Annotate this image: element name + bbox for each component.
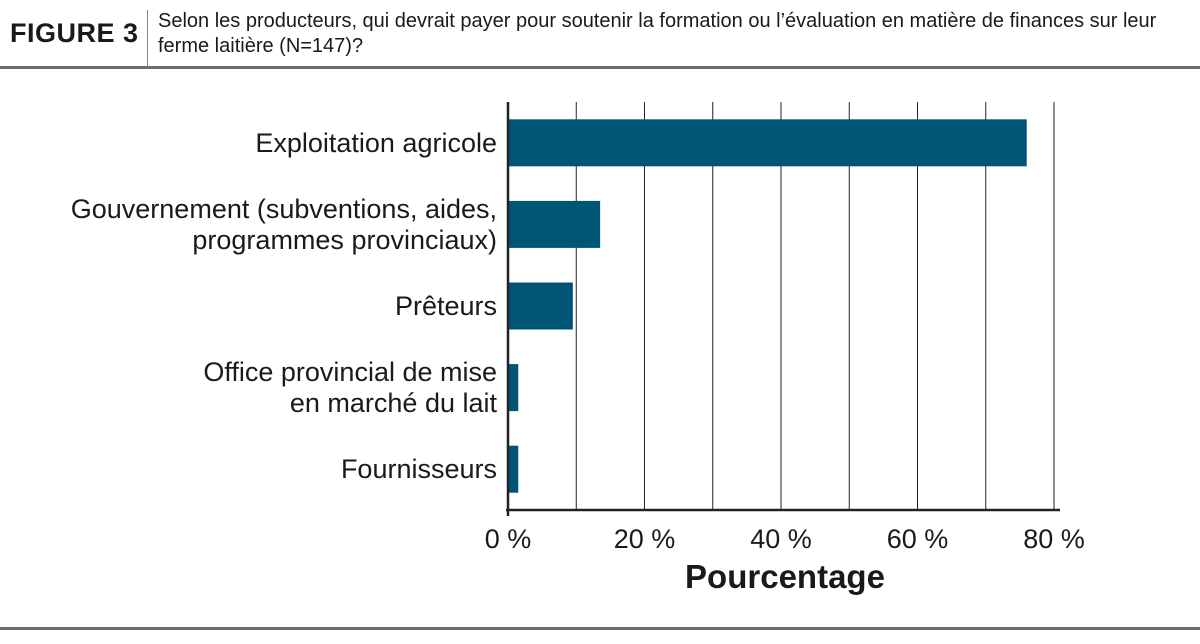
bottom-rule <box>0 627 1200 630</box>
x-axis-title: Pourcentage <box>685 558 885 595</box>
bar <box>508 200 601 248</box>
figure-label: FIGURE 3 <box>10 18 139 48</box>
figure-title: Selon les producteurs, qui devrait payer… <box>158 10 1157 57</box>
category-label: Fournisseurs <box>341 454 497 484</box>
x-tick-label: 40 % <box>750 524 812 554</box>
category-label: Exploitation agricole <box>255 128 497 158</box>
bar <box>508 445 519 493</box>
x-tick-label: 80 % <box>1023 524 1085 554</box>
bar <box>508 364 519 412</box>
bar <box>508 282 573 330</box>
bar-chart: Exploitation agricole Gouvernement (subve… <box>71 102 1085 595</box>
x-tick-label: 20 % <box>614 524 676 554</box>
header-divider <box>147 10 148 66</box>
x-tick-label: 0 % <box>485 524 532 554</box>
category-label: Prêteurs <box>395 291 497 321</box>
x-tick-label: 60 % <box>887 524 949 554</box>
figure-header: FIGURE 3 Selon les producteurs, qui devr… <box>0 0 1200 69</box>
category-label: Office provincial de mise en marché du la… <box>203 357 497 418</box>
bar <box>508 119 1027 167</box>
category-label: Gouvernement (subventions, aides, program… <box>71 194 497 255</box>
